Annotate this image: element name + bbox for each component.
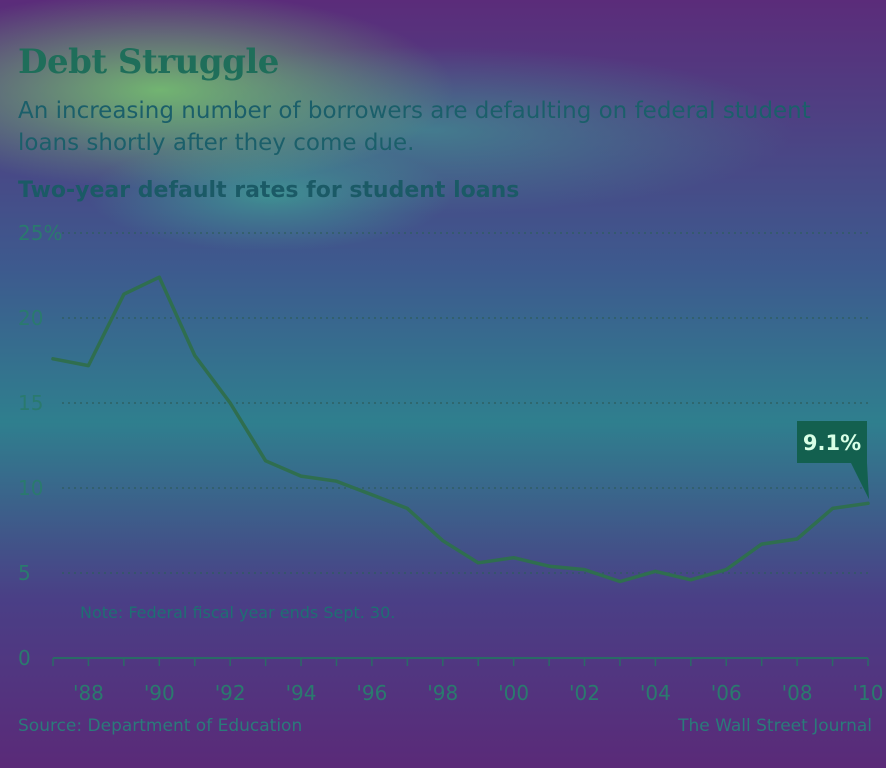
series-line-0 <box>51 275 870 584</box>
data-point-1992 <box>228 401 232 405</box>
callout: 9.1% <box>797 421 869 500</box>
data-point-2010 <box>866 502 870 505</box>
chart-title: Two-year default rates for student loans <box>18 178 520 203</box>
y-tick-label-20: 20 <box>18 306 43 330</box>
data-point-1995 <box>335 480 338 483</box>
data-point-1987 <box>51 357 55 360</box>
data-point-2005 <box>689 578 693 581</box>
data-point-1989 <box>122 293 126 296</box>
x-tick-label-'00: '00 <box>498 681 529 705</box>
y-axis-ticks: 0 5 10 15 20 25% <box>18 221 62 670</box>
callout-pointer <box>851 463 869 500</box>
callout-box <box>797 421 867 463</box>
x-tick-label-'92: '92 <box>215 681 246 705</box>
x-tick-label-'98: '98 <box>427 681 458 705</box>
data-point-2006 <box>725 568 728 571</box>
page-title: Debt Struggle <box>18 42 279 82</box>
chart-note: Note: Federal fiscal year ends Sept. 30. <box>80 603 396 622</box>
series-layer <box>51 275 870 584</box>
source-credit: Source: Department of Education <box>18 716 303 736</box>
page-subtitle: An increasing number of borrowers are de… <box>18 98 811 156</box>
x-tick-label-'88: '88 <box>73 681 104 705</box>
x-tick-label-'96: '96 <box>356 681 387 705</box>
y-tick-label-0: 0 <box>18 646 31 670</box>
grid-lines <box>62 232 868 574</box>
x-tick-label-'08: '08 <box>782 681 813 705</box>
x-tick-label-'04: '04 <box>640 681 671 705</box>
data-point-2003 <box>618 580 622 583</box>
data-point-2009 <box>831 507 834 510</box>
data-point-2000 <box>512 556 515 559</box>
data-point-2002 <box>583 568 586 571</box>
x-tick-label-'94: '94 <box>286 681 317 705</box>
y-tick-label-5: 5 <box>18 561 31 585</box>
x-tick-label-'90: '90 <box>144 681 175 705</box>
data-point-1988 <box>87 364 90 367</box>
data-point-2008 <box>795 537 799 541</box>
data-point-1991 <box>193 354 196 357</box>
x-tick-label-'06: '06 <box>711 681 742 705</box>
x-tick-label-'02: '02 <box>569 681 600 705</box>
data-point-2007 <box>760 542 763 546</box>
y-tick-label-10: 10 <box>18 476 43 500</box>
x-axis: '88 '90 '92 '94 '96 '98 '00 '02 '04 '06 '08 '10 <box>52 657 884 705</box>
data-point-1999 <box>477 561 480 564</box>
data-point-1997 <box>406 507 409 510</box>
y-tick-label-15: 15 <box>18 391 43 415</box>
data-point-2004 <box>654 570 657 573</box>
data-point-2001 <box>547 565 551 568</box>
data-point-1998 <box>441 539 444 542</box>
y-tick-label-25: 25% <box>18 221 62 245</box>
data-point-1990 <box>158 276 161 279</box>
data-point-1994 <box>299 474 303 478</box>
data-point-1996 <box>370 493 374 496</box>
data-point-1993 <box>264 459 267 462</box>
publisher-credit: The Wall Street Journal <box>678 716 872 736</box>
callout-label: 9.1% <box>803 431 861 455</box>
x-tick-label-'10: '10 <box>853 681 884 705</box>
